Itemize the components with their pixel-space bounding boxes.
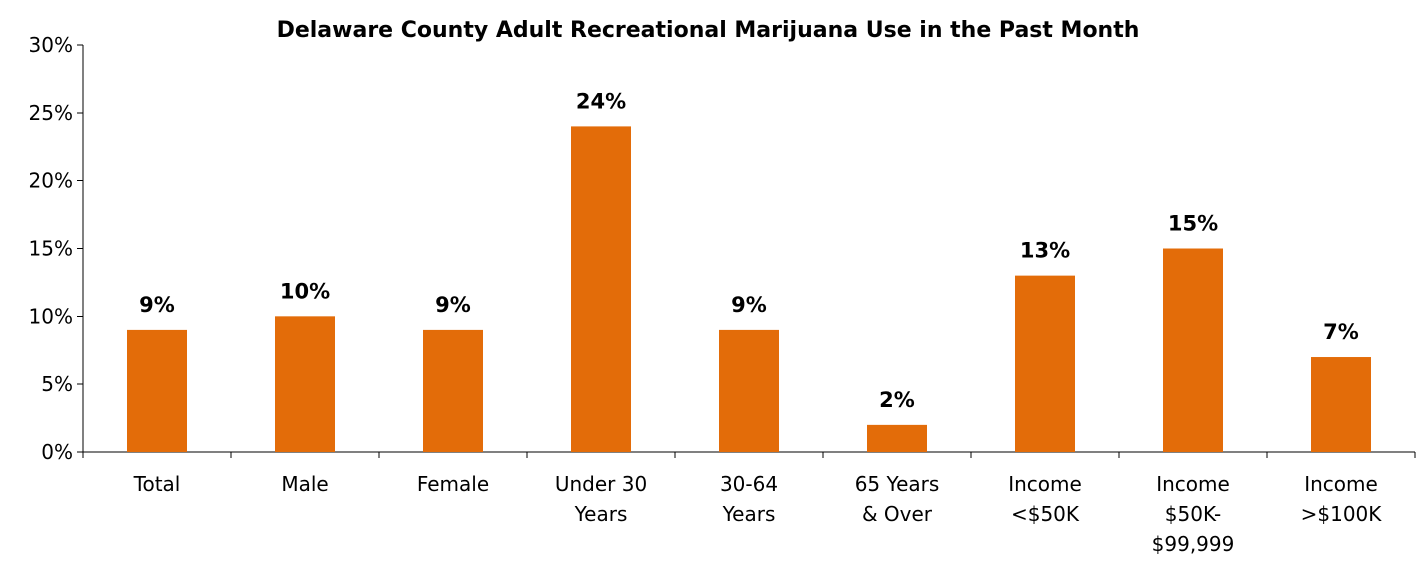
data-label: 24% (576, 89, 626, 113)
y-tick-label: 0% (41, 440, 73, 464)
data-label: 9% (731, 293, 767, 317)
bar (1163, 248, 1223, 452)
data-label: 9% (139, 293, 175, 317)
category-label: Income $50K-$99,999 (1152, 472, 1235, 556)
y-axis: 0% 5% 10% 15% 20% 25% 30% (29, 33, 84, 464)
y-tick-label: 5% (41, 372, 73, 396)
bar (1311, 357, 1371, 452)
category-label: 30-64 Years (720, 472, 778, 526)
data-label: 2% (879, 388, 915, 412)
y-tick-label: 20% (29, 169, 73, 193)
bar (127, 329, 187, 452)
data-label: 15% (1168, 212, 1218, 236)
y-tick-label: 25% (29, 101, 73, 125)
bar (423, 329, 483, 452)
data-label: 7% (1323, 320, 1359, 344)
bar (867, 424, 927, 452)
category-label: Income >$100K (1301, 472, 1383, 526)
chart-title: Delaware County Adult Recreational Marij… (277, 18, 1140, 43)
data-label: 10% (280, 279, 330, 303)
category-label: Male (281, 472, 328, 496)
category-labels: Total Male Female Under 30 Years 30-64 Years 65… (133, 472, 1383, 556)
category-label: Total (133, 472, 181, 496)
category-label: Female (417, 472, 489, 496)
bars (127, 126, 1371, 453)
data-label: 9% (435, 293, 471, 317)
category-label: Under 30 Years (555, 472, 647, 526)
bar (1015, 275, 1075, 452)
bar (275, 316, 335, 452)
y-tick-label: 15% (29, 237, 73, 261)
category-label: 65 Years & Over (855, 472, 940, 526)
bar (571, 126, 631, 453)
data-label: 13% (1020, 239, 1070, 263)
y-tick-label: 10% (29, 304, 73, 328)
bar (719, 329, 779, 452)
x-axis (82, 451, 1416, 458)
category-label: Income <$50K (1008, 472, 1082, 526)
y-tick-label: 30% (29, 33, 73, 57)
data-labels: 9% 10% 9% 24% 9% 2% 13% 15% 7% (139, 89, 1359, 411)
